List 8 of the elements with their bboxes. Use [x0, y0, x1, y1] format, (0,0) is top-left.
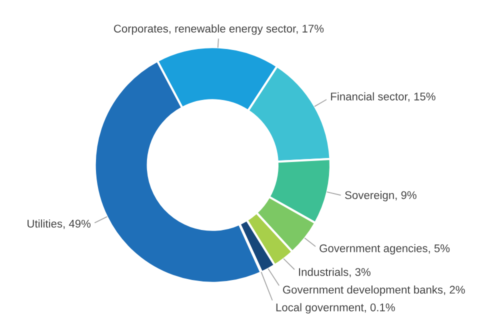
slice-label: Corporates, renewable energy sector, 17% [114, 24, 324, 35]
slice-label: Local government, 0.1% [276, 303, 395, 314]
slice-label: Industrials, 3% [299, 268, 370, 278]
slice-label: Sovereign, 9% [345, 190, 416, 202]
slice-label: Government agencies, 5% [320, 244, 450, 254]
slice-label: Financial sector, 15% [331, 92, 436, 102]
slice-label: Utilities, 49% [28, 219, 91, 229]
slice-label: Government development banks, 2% [283, 286, 465, 296]
